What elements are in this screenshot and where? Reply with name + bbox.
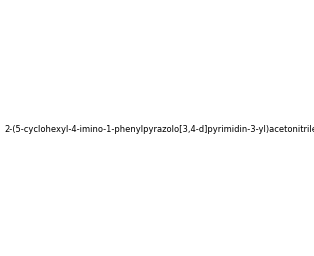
- Text: 2-(5-cyclohexyl-4-imino-1-phenylpyrazolo[3,4-d]pyrimidin-3-yl)acetonitrile: 2-(5-cyclohexyl-4-imino-1-phenylpyrazolo…: [4, 125, 314, 134]
